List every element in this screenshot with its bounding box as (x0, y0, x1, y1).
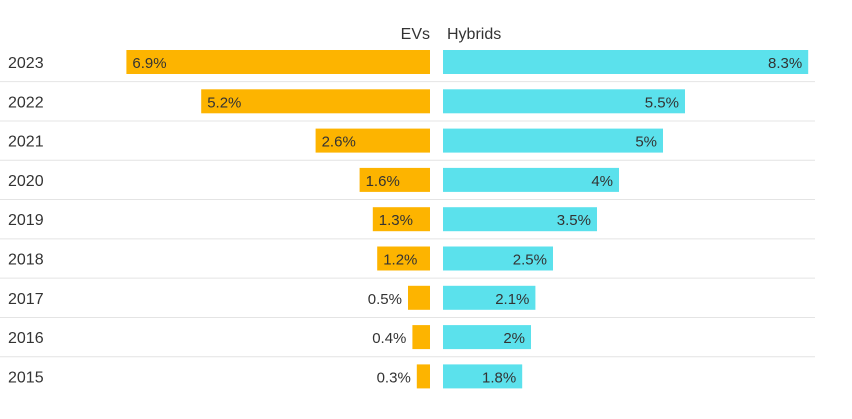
ev-value-label: 6.9% (132, 55, 166, 72)
ev-bar (315, 128, 430, 153)
hybrid-bar (443, 285, 536, 310)
hybrid-value-label: 8.3% (768, 55, 802, 72)
year-label: 2015 (8, 369, 44, 386)
ev-value-label: 5.2% (207, 94, 241, 111)
year-label: 2023 (8, 55, 44, 72)
header-evs: EVs (401, 26, 430, 43)
hybrid-value-label: 1.8% (482, 369, 516, 386)
hybrid-value-label: 4% (591, 173, 613, 190)
hybrid-bar (443, 364, 523, 389)
year-label: 2021 (8, 134, 44, 151)
chart-rows: 2023 6.9% 8.3% 2022 5.2% 5.5% 2021 2.6% 5% 2020 1.… (0, 50, 815, 389)
ev-bar (416, 364, 430, 389)
year-label: 2020 (8, 173, 44, 190)
hybrid-value-label: 2.1% (495, 291, 529, 308)
ev-bar (359, 167, 430, 192)
ev-value-label: 1.6% (366, 173, 400, 190)
hybrid-bar (443, 128, 663, 153)
ev-value-label: 1.3% (379, 212, 413, 229)
year-label: 2016 (8, 330, 44, 347)
ev-value-label: 1.2% (383, 252, 417, 269)
hybrid-bar (443, 50, 809, 74)
ev-bar (372, 207, 430, 232)
ev-value-label: 0.5% (368, 291, 402, 308)
ev-bar (412, 325, 430, 350)
ev-bar (377, 246, 430, 271)
ev-value-label: 2.6% (322, 134, 356, 151)
hybrid-bar (443, 167, 619, 192)
ev-bar (408, 285, 430, 310)
year-label: 2022 (8, 94, 44, 111)
hybrid-value-label: 5% (635, 134, 657, 151)
ev-value-label: 0.4% (372, 330, 406, 347)
ev-value-label: 0.3% (377, 369, 411, 386)
year-label: 2019 (8, 212, 44, 229)
hybrid-value-label: 5.5% (645, 94, 679, 111)
year-label: 2017 (8, 291, 44, 308)
ev-bar (126, 50, 431, 74)
hybrid-bar (443, 89, 685, 114)
year-label: 2018 (8, 252, 44, 269)
hybrid-value-label: 2% (503, 330, 525, 347)
hybrid-bar (443, 207, 597, 232)
header-hybrids: Hybrids (447, 26, 501, 43)
ev-bar (201, 89, 430, 114)
hybrid-value-label: 3.5% (557, 212, 591, 229)
hybrid-bar (443, 325, 531, 350)
hybrid-value-label: 2.5% (513, 252, 547, 269)
hybrid-bar (443, 246, 553, 271)
